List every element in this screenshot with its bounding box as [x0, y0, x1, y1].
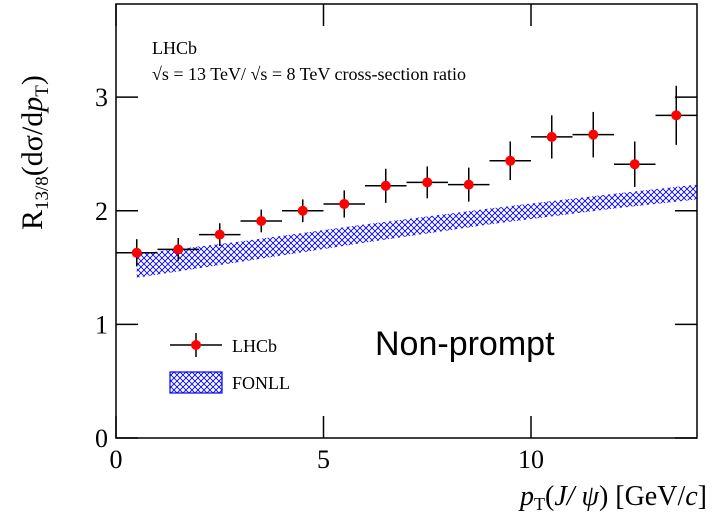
data-point — [546, 131, 557, 142]
data-point — [214, 229, 225, 240]
annotation: Non-prompt — [375, 325, 555, 363]
data-point — [297, 205, 308, 216]
y-axis-label-part: R — [16, 210, 49, 230]
x-axis-label-part: ( — [545, 481, 554, 512]
y-axis-label-part: 13/8 — [32, 176, 53, 210]
y-axis-label-part: p — [16, 97, 49, 114]
y-tick-label: 3 — [95, 83, 108, 112]
y-axis-label: R13/8(dσ/dpT) — [16, 75, 53, 230]
x-axis-label-part: p — [518, 481, 534, 512]
x-axis-label-part: c — [685, 481, 698, 512]
x-tick-label: 0 — [110, 445, 123, 474]
y-tick-label: 2 — [95, 197, 108, 226]
y-axis-label-part: T — [32, 85, 53, 97]
data-point — [505, 155, 516, 166]
x-tick-label: 10 — [518, 445, 544, 474]
data-point — [173, 244, 184, 255]
x-tick-label: 5 — [317, 445, 330, 474]
data-point — [380, 180, 391, 191]
data-point — [339, 198, 350, 209]
legend-marker — [169, 371, 223, 394]
y-axis-label-part: ) — [16, 75, 49, 85]
x-axis-label-part: J/ ψ — [554, 481, 599, 512]
x-axis-label-part: ] — [698, 481, 707, 512]
x-axis-label: pT(J/ ψ) [GeV/c] — [518, 481, 707, 514]
legend-marker — [191, 340, 201, 350]
plot-frame — [115, 3, 698, 439]
y-tick-label: 1 — [95, 310, 108, 339]
legend-label: FONLL — [232, 373, 290, 393]
legend-label: LHCb — [232, 336, 277, 356]
x-axis-label-part: T — [534, 494, 545, 514]
y-axis-label-part: (dσ/d — [16, 112, 49, 177]
annotation: √s = 13 TeV/ √s = 8 TeV cross-section ra… — [152, 64, 466, 84]
data-point — [588, 129, 599, 140]
data-point — [422, 177, 433, 188]
data-point — [463, 179, 474, 190]
data-point — [131, 247, 142, 258]
data-point — [629, 159, 640, 170]
band — [136, 184, 697, 278]
data-point — [256, 216, 267, 226]
annotation: LHCb — [152, 38, 197, 58]
y-tick-label: 0 — [95, 424, 108, 453]
x-axis-label-part: ) [GeV/ — [599, 481, 686, 512]
data-point — [671, 110, 682, 121]
